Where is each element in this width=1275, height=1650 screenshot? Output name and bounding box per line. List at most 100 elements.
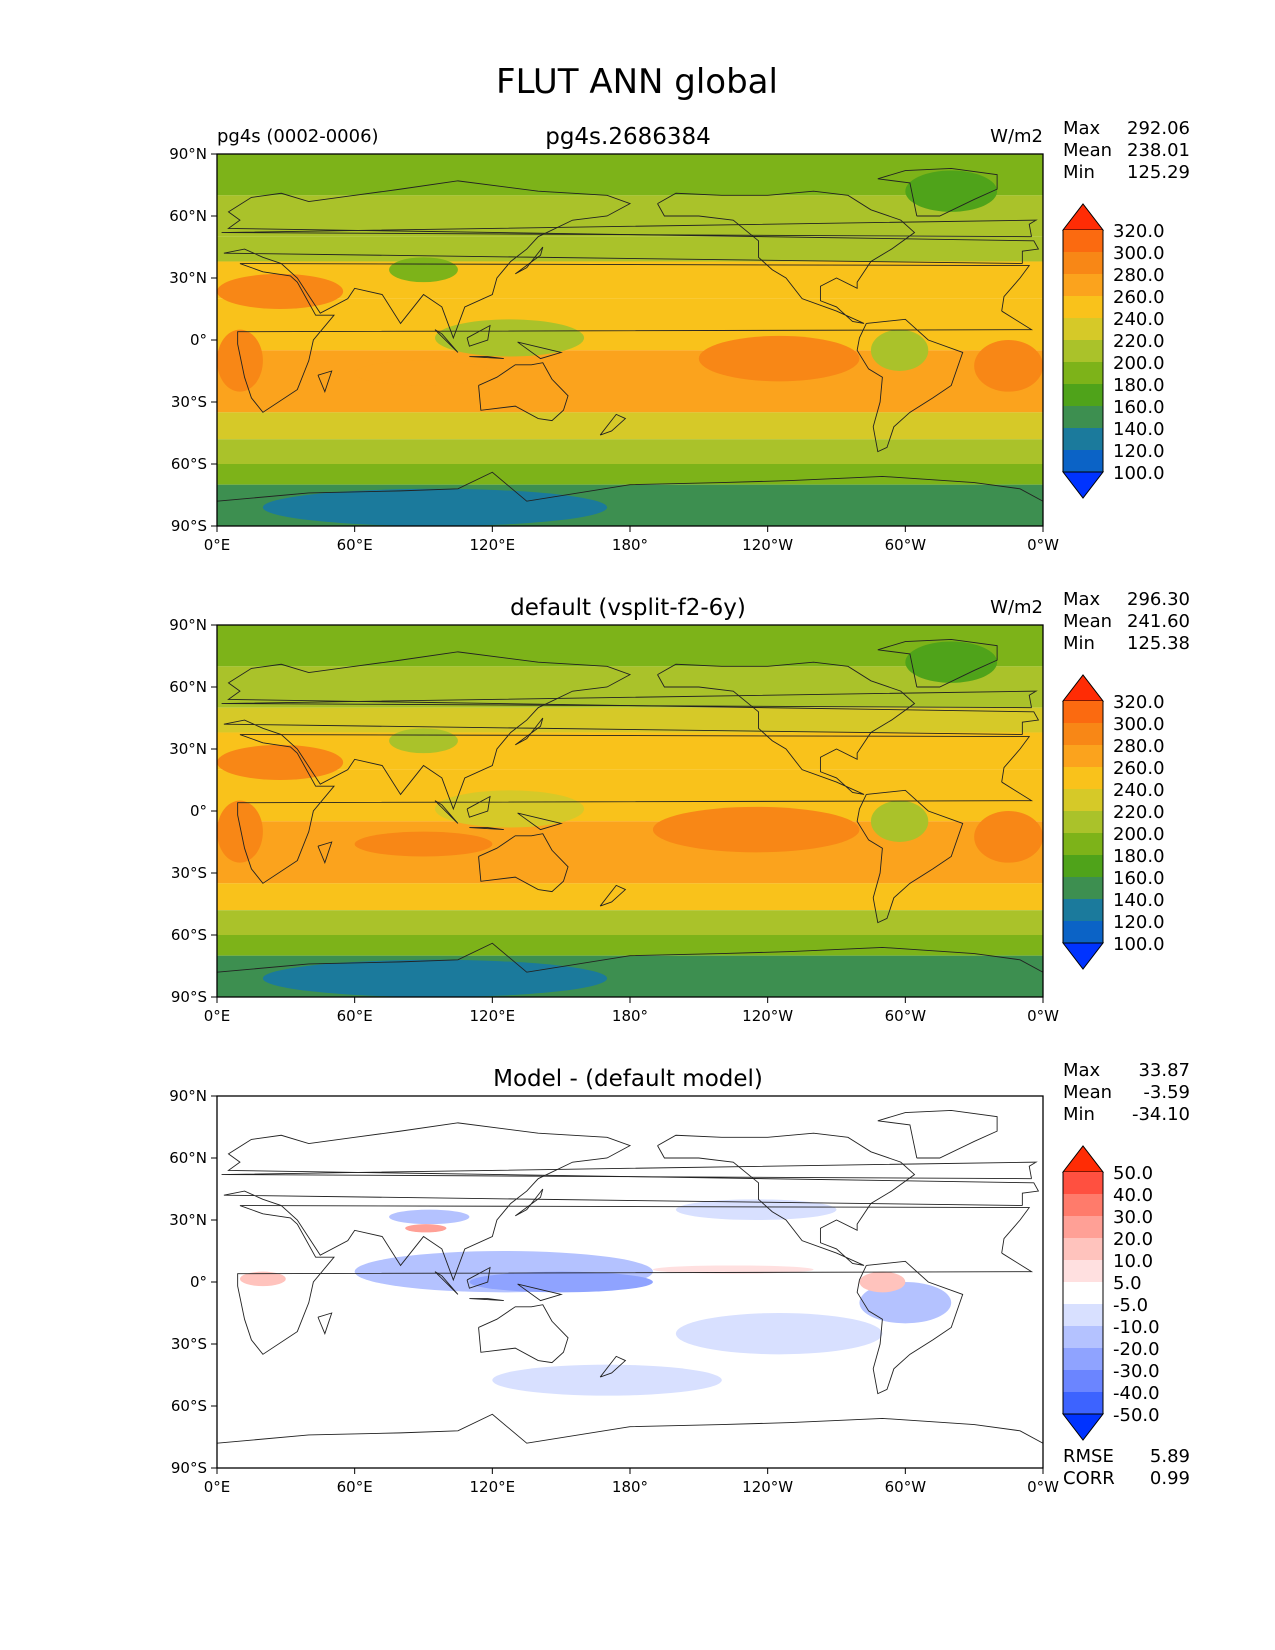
- y-tick-label: 60°N: [169, 678, 207, 696]
- y-tick-label: 90°S: [171, 517, 207, 535]
- colorbar-tick-label: -40.0: [1113, 1383, 1160, 1404]
- colorbar-tick-label: 220.0: [1113, 331, 1165, 352]
- colorbar-swatch: [1063, 833, 1103, 855]
- stat-value: 241.60: [1127, 611, 1190, 632]
- y-tick-label: 60°N: [169, 207, 207, 225]
- colorbar-swatch: [1063, 1260, 1103, 1282]
- colorbar-tick-label: 140.0: [1113, 890, 1165, 911]
- x-tick-label: 120°E: [470, 1007, 516, 1025]
- colorbar-swatch: [1063, 296, 1103, 318]
- colorbar-tick-label: 40.0: [1113, 1185, 1153, 1206]
- colorbar-swatch: [1063, 1238, 1103, 1260]
- colorbar-swatch: [1063, 1282, 1103, 1304]
- colorbar-tick-label: 280.0: [1113, 265, 1165, 286]
- amazon-positive-region: [859, 1271, 906, 1293]
- panel-2: 0°E 60°E 120°E 180° 120°W 60°W 0°W 90°N 60°N 30°N…: [169, 589, 1190, 1025]
- y-tick-label: 30°S: [171, 393, 207, 411]
- colorbar-tick-label: 200.0: [1113, 353, 1165, 374]
- stat-label: Max: [1063, 1060, 1101, 1081]
- x-tick-label: 0°W: [1027, 536, 1059, 554]
- x-tick-label: 0°W: [1027, 1007, 1059, 1025]
- rmse-label: RMSE: [1063, 1446, 1114, 1467]
- coastline-5: [478, 1304, 569, 1364]
- panel-left-label: pg4s (0002-0006): [217, 126, 379, 147]
- stat-label: Min: [1063, 633, 1095, 654]
- panel-title: pg4s.2686384: [545, 124, 711, 150]
- maritime-negative-region: [469, 1271, 653, 1293]
- field-band-7: [217, 412, 1043, 440]
- units-label: W/m2: [990, 126, 1043, 147]
- coastline-11: [517, 341, 563, 360]
- colorbar-swatch: [1063, 701, 1103, 723]
- x-tick-label: 60°W: [885, 1478, 927, 1496]
- coastline-15: [599, 884, 627, 907]
- colorbar-swatch: [1063, 1216, 1103, 1238]
- coastline-3: [657, 661, 916, 795]
- stat-label: Max: [1063, 118, 1101, 139]
- coastline-9: [469, 356, 504, 360]
- colorbar-swatch: [1063, 1392, 1103, 1414]
- colorbar-tick-label: -50.0: [1113, 1405, 1160, 1426]
- coastline-14: [317, 370, 333, 393]
- coastline-13: [221, 219, 1038, 238]
- coastline-5: [478, 833, 569, 893]
- colorbar-tick-label: 30.0: [1113, 1207, 1153, 1228]
- coastline-14: [317, 841, 333, 864]
- y-tick-label: 90°N: [169, 1087, 207, 1105]
- units-label: W/m2: [990, 597, 1043, 618]
- y-tick-label: 0°: [190, 802, 207, 820]
- colorbar-swatch: [1063, 318, 1103, 340]
- coastline-12: [515, 1188, 544, 1217]
- coastline-layer: [217, 168, 1275, 526]
- coastline-6: [877, 639, 998, 688]
- stat-value: 238.01: [1127, 140, 1190, 161]
- stat-value: 292.06: [1127, 118, 1190, 139]
- stat-value: -34.10: [1132, 1104, 1190, 1125]
- coastline-13: [221, 1161, 1038, 1180]
- coastline-11: [517, 1283, 563, 1302]
- x-tick-label: 60°W: [885, 536, 927, 554]
- x-tick-label: 120°E: [470, 536, 516, 554]
- indian-ocean-warm-region: [354, 831, 493, 857]
- y-tick-label: 30°S: [171, 864, 207, 882]
- field-band-1: [217, 625, 1043, 667]
- itcz-positive-region: [652, 1265, 814, 1274]
- antarctica-cold-region: [262, 488, 608, 526]
- stat-label: Max: [1063, 589, 1101, 610]
- colorbar-tick-label: 160.0: [1113, 868, 1165, 889]
- colorbar-tick-label: 300.0: [1113, 243, 1165, 264]
- panel-1: 0°E 60°E 120°E 180° 120°W 60°W 0°W 90°N 60°N 30°N…: [169, 118, 1275, 554]
- colorbar-swatch: [1063, 450, 1103, 472]
- colorbar-tick-label: 200.0: [1113, 824, 1165, 845]
- x-tick-label: 0°E: [204, 1007, 231, 1025]
- colorbar-tick-label: 220.0: [1113, 802, 1165, 823]
- colorbar-tick-label: 280.0: [1113, 736, 1165, 757]
- coastline-10: [466, 795, 491, 818]
- colorbar-extend-max: [1061, 1145, 1105, 1173]
- coastline-4: [856, 1260, 964, 1395]
- coastline-1: [237, 1205, 1034, 1355]
- coastline-4: [856, 789, 964, 924]
- stat-value: 125.29: [1127, 162, 1190, 183]
- colorbar-tick-label: 240.0: [1113, 780, 1165, 801]
- coastline-2: [223, 1122, 1040, 1282]
- colorbar-swatch: [1063, 723, 1103, 745]
- coastline-15: [599, 1355, 627, 1378]
- x-tick-label: 120°W: [742, 1007, 793, 1025]
- colorbar-tick-label: 20.0: [1113, 1229, 1153, 1250]
- colorbar-tick-label: 180.0: [1113, 846, 1165, 867]
- coastline-2: [223, 651, 1040, 811]
- east-pacific-warm-region: [698, 335, 860, 382]
- colorbar-tick-label: 320.0: [1113, 692, 1165, 713]
- colorbar-tick-label: -30.0: [1113, 1361, 1160, 1382]
- colorbar-tick-label: 10.0: [1113, 1251, 1153, 1272]
- coastline-8: [1261, 330, 1275, 353]
- stat-label: Min: [1063, 1104, 1095, 1125]
- rmse-value: 5.89: [1150, 1446, 1190, 1467]
- x-tick-label: 180°: [612, 1007, 648, 1025]
- x-tick-label: 60°E: [337, 1007, 373, 1025]
- field-band-4: [217, 261, 1043, 299]
- y-tick-label: 30°N: [169, 1211, 207, 1229]
- coastline-10: [466, 324, 491, 347]
